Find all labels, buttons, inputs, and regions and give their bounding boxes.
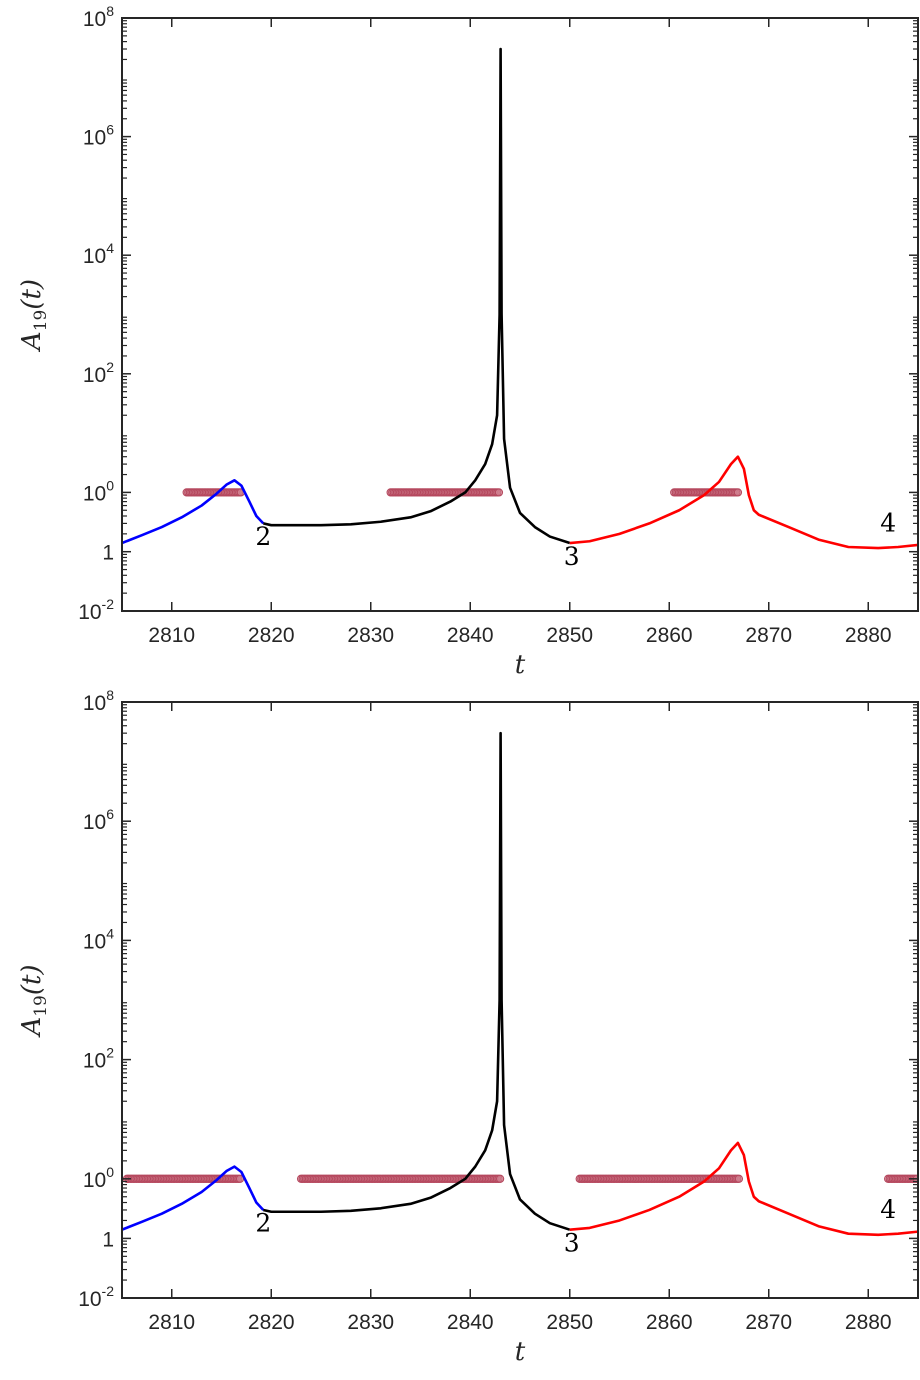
annotation-label: 3 xyxy=(564,1229,580,1258)
x-tick-label: 2820 xyxy=(248,624,295,647)
marker-segment-1 xyxy=(296,1174,505,1183)
x-tick-label: 2860 xyxy=(646,1311,693,1334)
annotation-label: 4 xyxy=(880,508,896,537)
y-tick-label: 100 xyxy=(83,477,114,505)
x-tick-label: 2870 xyxy=(745,1311,792,1334)
annotation-label: 3 xyxy=(564,542,580,571)
y-axis-label: A19(t) xyxy=(17,279,51,352)
annotation-label: 2 xyxy=(255,1209,271,1238)
series-line-0 xyxy=(122,1165,265,1231)
x-tick-label: 2850 xyxy=(546,1311,593,1334)
marker-segment-2 xyxy=(575,1174,744,1183)
marker-segment-0 xyxy=(122,1174,245,1183)
marker-point xyxy=(495,1174,505,1183)
x-tick-label: 2840 xyxy=(447,624,494,647)
y-tick-label: 102 xyxy=(83,359,114,387)
y-tick-label: 100 xyxy=(83,1164,114,1192)
series-line-2 xyxy=(569,455,918,550)
annotation-label: 4 xyxy=(880,1195,896,1224)
y-tick-label: 106 xyxy=(83,806,114,834)
series-line-1 xyxy=(263,731,571,1231)
x-tick-label: 2830 xyxy=(347,1311,394,1334)
series-line-0 xyxy=(122,479,265,545)
plot-area xyxy=(122,731,918,1237)
y-tick-label: 104 xyxy=(83,240,114,268)
series-line-2 xyxy=(569,1141,918,1237)
top-panel: 2810 2820 2830 2840 2850 2860 2870 2880 10-2 1 100… xyxy=(17,3,919,680)
y-axis-label: A19(t) xyxy=(17,964,51,1037)
y-tick-label: 108 xyxy=(83,687,114,715)
annotation-label: 2 xyxy=(255,522,271,551)
marker-segment-1 xyxy=(386,488,504,497)
y-tick-label: 10-2 xyxy=(78,596,114,624)
axes-box xyxy=(121,17,919,612)
x-tick-label: 2840 xyxy=(447,1311,494,1334)
y-tick-label: 102 xyxy=(83,1045,114,1073)
marker-point xyxy=(734,1174,744,1183)
x-tick-label: 2830 xyxy=(347,624,394,647)
x-tick-label: 2880 xyxy=(845,624,892,647)
x-tick-label: 2810 xyxy=(148,624,195,647)
x-tick-label: 2820 xyxy=(248,1311,295,1334)
series-line-1 xyxy=(263,47,571,545)
marker-segment-2 xyxy=(670,488,743,497)
x-tick-label: 2860 xyxy=(646,624,693,647)
x-axis-label: t xyxy=(515,1337,526,1367)
y-tick-label: 106 xyxy=(83,122,114,150)
y-tick-label: 104 xyxy=(83,925,114,953)
bottom-panel: 2810 2820 2830 2840 2850 2860 2870 2880 10-2 1 100… xyxy=(17,687,919,1367)
y-tick-label: 10-2 xyxy=(78,1283,114,1311)
y-tick-label: 108 xyxy=(83,3,114,31)
y-tick-label: 1 xyxy=(102,542,114,565)
marker-point xyxy=(494,488,504,497)
x-axis-label: t xyxy=(515,650,526,680)
marker-point xyxy=(733,488,743,497)
marker-segment-3 xyxy=(884,1174,918,1183)
y-tick-label: 1 xyxy=(102,1228,114,1251)
x-tick-label: 2880 xyxy=(845,1311,892,1334)
x-tick-label: 2870 xyxy=(745,624,792,647)
x-tick-label: 2810 xyxy=(148,1311,195,1334)
plot-area xyxy=(122,47,918,550)
x-tick-label: 2850 xyxy=(546,624,593,647)
axes-box xyxy=(121,701,919,1299)
